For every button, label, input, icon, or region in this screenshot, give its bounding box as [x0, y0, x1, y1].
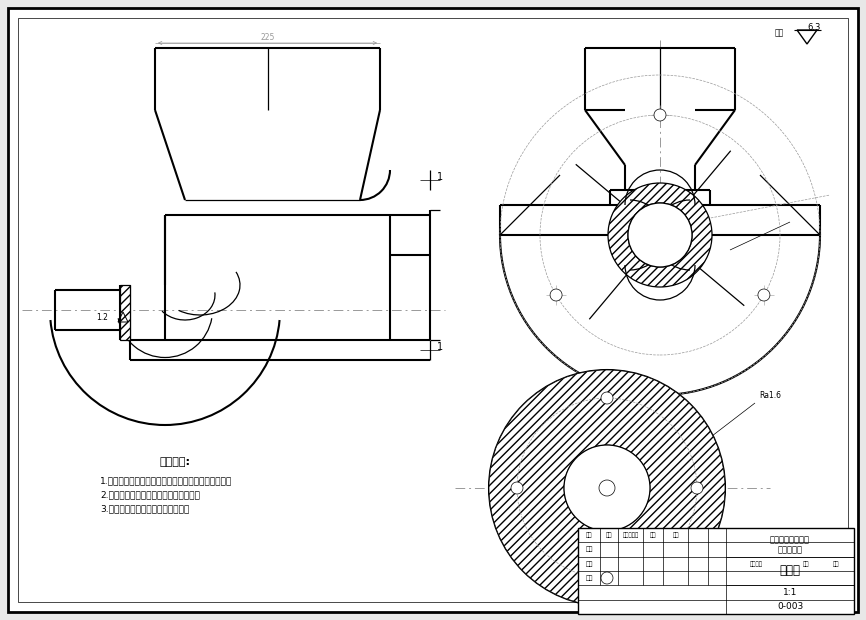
- Text: 日期: 日期: [673, 533, 679, 538]
- Text: 批准: 批准: [585, 575, 592, 581]
- Text: 0-003: 0-003: [777, 603, 803, 611]
- Circle shape: [564, 445, 650, 531]
- Text: 比例: 比例: [833, 561, 839, 567]
- Circle shape: [654, 109, 666, 121]
- Wedge shape: [489, 370, 725, 606]
- Text: 湘潭大学兴湘学院: 湘潭大学兴湘学院: [770, 535, 810, 544]
- Text: 技术要求:: 技术要求:: [159, 457, 191, 467]
- Text: 2.铸件应清理干净、不得有毛刺、飞边。: 2.铸件应清理干净、不得有毛刺、飞边。: [100, 490, 200, 499]
- Circle shape: [599, 480, 615, 496]
- Circle shape: [628, 203, 692, 267]
- Polygon shape: [120, 285, 130, 340]
- Text: 链料筒: 链料筒: [779, 564, 800, 577]
- Text: 处数: 处数: [605, 533, 612, 538]
- Text: 技术标记: 技术标记: [749, 561, 762, 567]
- Text: 3.铸件上的型砂、芯砂应清理干净。: 3.铸件上的型砂、芯砂应清理干净。: [100, 504, 190, 513]
- Text: 1.铸件表面不允许有冷隔、裂纹、缩孔和穿透性缺陷。: 1.铸件表面不允许有冷隔、裂纹、缩孔和穿透性缺陷。: [100, 476, 232, 485]
- Circle shape: [601, 392, 613, 404]
- Text: 签字: 签字: [650, 533, 656, 538]
- Circle shape: [601, 572, 613, 584]
- Text: 机械组三班: 机械组三班: [778, 545, 803, 554]
- Text: 更改文件号: 更改文件号: [623, 533, 639, 538]
- Text: 共余: 共余: [775, 29, 785, 37]
- Bar: [578, 528, 854, 614]
- Text: 1:1: 1:1: [783, 588, 798, 597]
- Text: 6.3: 6.3: [807, 24, 820, 32]
- Text: 1: 1: [437, 172, 443, 182]
- Text: Ra1.6: Ra1.6: [759, 391, 781, 400]
- Text: 标记: 标记: [585, 533, 592, 538]
- Circle shape: [489, 370, 725, 606]
- Text: 1: 1: [437, 342, 443, 352]
- Text: 设计: 设计: [585, 547, 592, 552]
- Circle shape: [758, 289, 770, 301]
- Circle shape: [550, 289, 562, 301]
- Text: 重量: 重量: [803, 561, 809, 567]
- Text: 校对: 校对: [585, 561, 592, 567]
- Wedge shape: [608, 183, 712, 287]
- Circle shape: [691, 482, 703, 494]
- Text: 225: 225: [261, 33, 275, 43]
- Text: 1.2: 1.2: [96, 314, 108, 322]
- Circle shape: [511, 482, 523, 494]
- Wedge shape: [500, 235, 820, 395]
